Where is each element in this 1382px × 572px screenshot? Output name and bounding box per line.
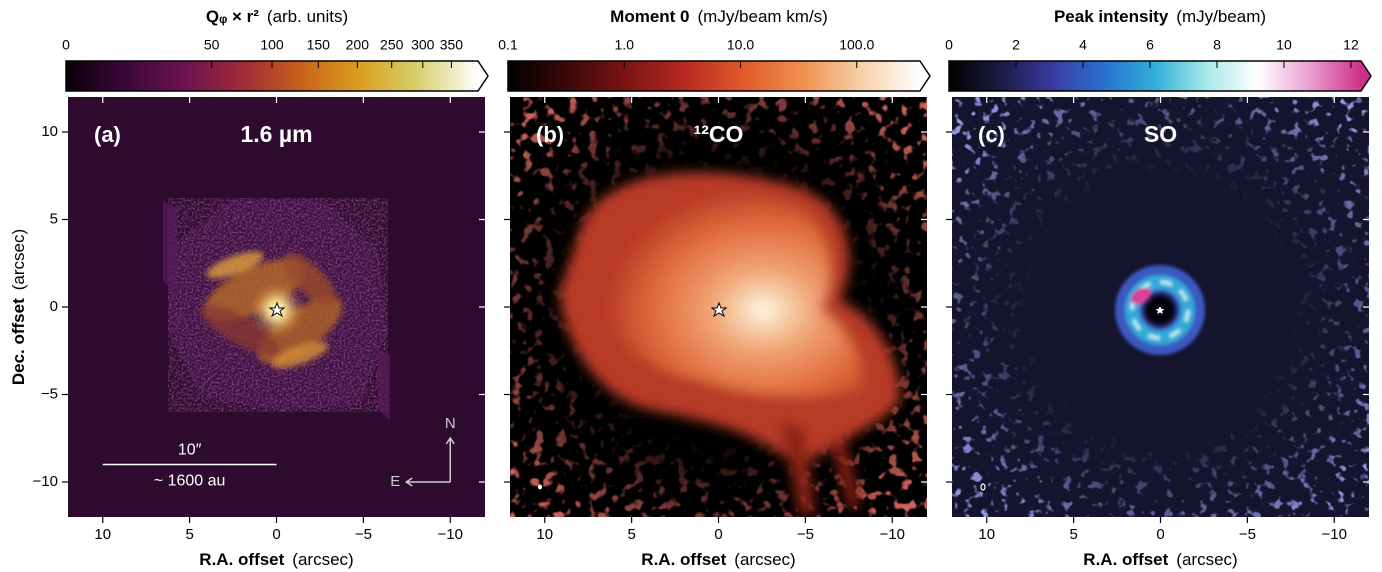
compass [404, 436, 455, 487]
panel-label: (c) [978, 122, 1005, 147]
x-label: R.A. offset [1083, 550, 1168, 569]
x-label: R.A. offset [641, 550, 726, 569]
colorbar-extend [478, 61, 488, 91]
image-a [68, 97, 485, 517]
compass-north: N [445, 415, 456, 432]
x-axis-label: R.A. offset (arcsec) [641, 550, 795, 569]
x-tick-label: 10 [978, 526, 995, 543]
colorbar-tick-label: 150 [307, 37, 331, 53]
x-tick-label: −10 [880, 526, 905, 543]
colorbar-tick-label: 0 [62, 37, 70, 53]
x-tick-label: −5 [1239, 526, 1256, 543]
colorbar-label: Qᵩ × r² [206, 7, 259, 26]
y-tick-label: 10 [41, 123, 58, 140]
y-tick-label: −5 [41, 385, 58, 402]
x-tick-label: −10 [1322, 526, 1347, 543]
scale-angle: 10″ [178, 442, 202, 459]
colorbar-tick-label: 6 [1146, 37, 1154, 53]
colorbar-tick-label: 200 [346, 37, 370, 53]
colorbar [949, 61, 1361, 91]
panel-title: 1.6 µm [240, 121, 312, 147]
colorbar-label: Moment 0 [610, 7, 689, 26]
x-tick-label: 0 [1156, 526, 1164, 543]
colorbar-tick-label: 10 [1276, 37, 1292, 53]
colorbar-tick-label: 8 [1213, 37, 1221, 53]
panel-label: (a) [94, 122, 121, 147]
colorbar-title: Qᵩ × r² (arb. units) [206, 7, 348, 26]
colorbar-tick-label: 10.0 [727, 37, 754, 53]
y-tick-label: 0 [50, 298, 58, 315]
x-tick-label: −10 [438, 526, 463, 543]
colorbar-extend [920, 61, 930, 91]
compass-east: E [390, 473, 400, 490]
panel-title: SO [1144, 121, 1177, 147]
x-label-unit: (arcsec) [292, 550, 353, 569]
colorbar-tick-label: 300 [411, 37, 435, 53]
colorbar-outline [507, 60, 931, 92]
colorbar-title: Peak intensity (mJy/beam) [1054, 7, 1266, 26]
colorbar-tick-label: 0.1 [498, 37, 518, 53]
colorbar-tick-label: 1.0 [615, 37, 635, 53]
colorbar [508, 61, 920, 91]
colorbar-tick-label: 0 [945, 37, 953, 53]
panel-label: (b) [536, 122, 564, 147]
colorbar-label: Peak intensity [1054, 7, 1169, 26]
y-label-unit: (arcsec) [9, 229, 28, 290]
colorbar-outline [65, 60, 489, 92]
x-tick-label: 5 [1069, 526, 1077, 543]
x-tick-label: 10 [94, 526, 111, 543]
x-tick-label: 10 [536, 526, 553, 543]
colorbar-tick-label: 100 [260, 37, 284, 53]
colorbar-extend [1361, 61, 1371, 91]
x-label: R.A. offset [199, 550, 284, 569]
colorbar-unit: (mJy/beam) [1176, 7, 1266, 26]
colorbar-unit: (mJy/beam km/s) [698, 7, 828, 26]
colorbar-tick-label: 350 [440, 37, 464, 53]
x-label-unit: (arcsec) [1176, 550, 1237, 569]
colorbar-tick-label: 250 [380, 37, 404, 53]
x-tick-label: −5 [355, 526, 372, 543]
star-markers [268, 301, 1165, 318]
x-label-unit: (arcsec) [734, 550, 795, 569]
colorbar-tick-label: 2 [1012, 37, 1020, 53]
colorbar-outline [948, 60, 1372, 92]
x-axis-label: R.A. offset (arcsec) [1083, 550, 1237, 569]
colorbar-tick-label: 4 [1079, 37, 1087, 53]
x-tick-label: −5 [797, 526, 814, 543]
x-axis-label: R.A. offset (arcsec) [199, 550, 353, 569]
colorbar-unit: (arb. units) [267, 7, 348, 26]
colorbar-title: Moment 0 (mJy/beam km/s) [610, 7, 828, 26]
colorbar-tick-label: 50 [204, 37, 220, 53]
y-tick-label: 5 [50, 210, 58, 227]
x-tick-label: 0 [714, 526, 722, 543]
x-tick-label: 5 [185, 526, 193, 543]
y-tick-label: −10 [33, 473, 58, 490]
x-tick-label: 5 [627, 526, 635, 543]
panel-title: ¹²CO [694, 121, 744, 147]
y-label: Dec. offset [9, 298, 28, 385]
colorbar-tick-label: 100.0 [839, 37, 874, 53]
x-tick-label: 0 [272, 526, 280, 543]
y-axis-label: Dec. offset (arcsec) [9, 229, 28, 385]
colorbar-tick-label: 12 [1343, 37, 1359, 53]
scale-length: ~ 1600 au [154, 473, 226, 490]
